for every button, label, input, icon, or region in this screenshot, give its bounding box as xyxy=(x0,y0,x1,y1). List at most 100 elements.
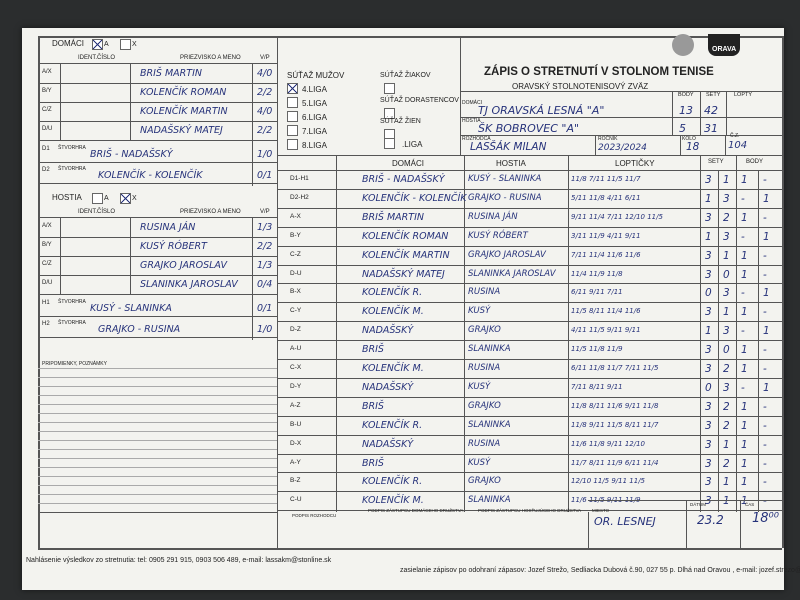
competition: SÚŤAŽ DORASTENCOV xyxy=(380,97,459,104)
summary-label: KOLO xyxy=(682,136,696,142)
doubles-names: GRAJKO - RUSINA xyxy=(98,324,181,335)
match-point: 1 xyxy=(741,268,748,281)
league: 5.LIGA xyxy=(302,99,327,108)
rule xyxy=(38,83,277,84)
doubles-position: D1 xyxy=(42,146,50,152)
match-point: 1 xyxy=(763,230,770,243)
set-score: 3 xyxy=(705,249,712,262)
summary-label: DOMÁCI xyxy=(462,100,482,106)
checkbox xyxy=(384,138,395,149)
win-loss: 2/2 xyxy=(257,125,273,136)
set-score: 0 xyxy=(723,268,730,281)
home-player: NADAŠSKÝ xyxy=(362,325,414,337)
checkbox xyxy=(384,108,395,119)
position: D/U xyxy=(42,280,53,286)
match-point: - xyxy=(763,476,767,489)
pairing: B-U xyxy=(290,420,302,428)
date: 23.2 xyxy=(697,513,724,527)
pairing: B-Y xyxy=(290,231,301,239)
rule xyxy=(336,155,337,512)
set-score: 2 xyxy=(723,419,730,432)
rule xyxy=(38,458,277,459)
checkbox xyxy=(287,139,298,150)
match-point: 1 xyxy=(741,400,748,413)
rule xyxy=(38,440,277,441)
set-score: 3 xyxy=(705,211,712,224)
doubles-names: BRIŠ - NADAŠSKÝ xyxy=(90,149,173,160)
option-x: X xyxy=(132,195,137,202)
set-score: 3 xyxy=(705,400,712,413)
home-player: KOLENČÍK M. xyxy=(362,363,424,374)
points: 5 xyxy=(679,122,686,135)
ball-scores: 11/8 9/11 11/5 8/11 11/7 xyxy=(571,420,659,429)
place: OR. LESNEJ xyxy=(594,515,656,528)
position: D/U xyxy=(42,126,53,132)
set-score: 3 xyxy=(705,457,712,470)
match-point: - xyxy=(763,457,767,470)
home-player: KOLENČÍK M. xyxy=(362,495,424,507)
position: C/Z xyxy=(42,107,52,113)
rule xyxy=(38,503,277,504)
sets: 42 xyxy=(704,104,718,117)
signature-label: PODPIS ZÁSTUPCU DOMÁCEHO DRUŽSTVA xyxy=(368,508,464,513)
rule xyxy=(38,512,277,513)
match-point: 1 xyxy=(741,419,748,432)
win-loss: 4/0 xyxy=(257,106,273,117)
footer: zasielanie zápisov po odohraní zápasov: … xyxy=(400,567,800,574)
rule xyxy=(277,340,782,341)
rule xyxy=(252,63,253,186)
win-loss: 2/2 xyxy=(257,241,273,252)
rule xyxy=(277,491,782,492)
home-player: KOLENČÍK R. xyxy=(362,419,423,431)
column-header: V/P xyxy=(260,209,270,215)
summary-header: LOPTY xyxy=(734,92,753,98)
home-player: KOLENČÍK ROMAN xyxy=(362,230,449,242)
guest-player: SLANINKA JAROSLAV xyxy=(468,268,556,279)
set-score: 3 xyxy=(723,325,730,338)
win-loss: 1/0 xyxy=(257,149,273,160)
set-score: 1 xyxy=(723,249,730,262)
pairing: D-Y xyxy=(290,382,302,390)
match-point: - xyxy=(763,363,767,375)
match-point: - xyxy=(741,230,745,243)
rule xyxy=(38,494,277,495)
player-name: SLANINKA JAROSLAV xyxy=(140,279,238,290)
player-name: KUSÝ RÓBERT xyxy=(140,241,207,252)
column-header: DOMÁCI xyxy=(392,159,424,168)
ball-scores: 12/10 11/5 9/11 11/5 xyxy=(571,477,646,486)
doubles-names: KOLENČÍK - KOLENČÍK xyxy=(98,170,203,181)
rule xyxy=(38,548,782,550)
pairing: C-X xyxy=(290,364,302,371)
pairing: D1-H1 xyxy=(290,175,309,182)
position: A/X xyxy=(42,223,52,229)
rule xyxy=(277,359,782,360)
season: 2023/2024 xyxy=(598,143,647,153)
home-player: KOLENČÍK MARTIN xyxy=(362,249,450,261)
match-point: - xyxy=(763,306,767,319)
match-point: - xyxy=(763,344,767,357)
guest-player: GRAJKO xyxy=(468,400,501,411)
team-label: HOSTIA xyxy=(52,193,82,202)
rule xyxy=(277,302,782,303)
notes-label: PRIPOMIENKY, POZNÁMKY xyxy=(42,361,107,367)
league: 6.LIGA xyxy=(302,113,327,122)
doubles-position: H1 xyxy=(42,300,50,306)
rule xyxy=(38,121,277,122)
rule xyxy=(277,264,782,265)
rule xyxy=(277,155,782,156)
home-player: KOLENČÍK R. xyxy=(362,476,423,488)
guest-player: SLANINKA xyxy=(468,495,511,506)
win-loss: 1/0 xyxy=(257,324,273,335)
option-a: A xyxy=(104,41,109,48)
position: B/Y xyxy=(42,88,52,94)
player-name: NADAŠSKÝ MATEJ xyxy=(140,125,223,136)
position: C/Z xyxy=(42,261,52,267)
win-loss: 0/1 xyxy=(257,303,273,314)
ball-scores: 11/6 11/8 9/11 12/10 xyxy=(571,439,646,448)
rule xyxy=(277,434,782,436)
set-score: 3 xyxy=(705,306,712,319)
ball-scores: 11/7 8/11 11/9 6/11 11/4 xyxy=(571,458,659,467)
set-score: 3 xyxy=(723,230,730,243)
guest-player: SLANINKA xyxy=(468,419,511,430)
